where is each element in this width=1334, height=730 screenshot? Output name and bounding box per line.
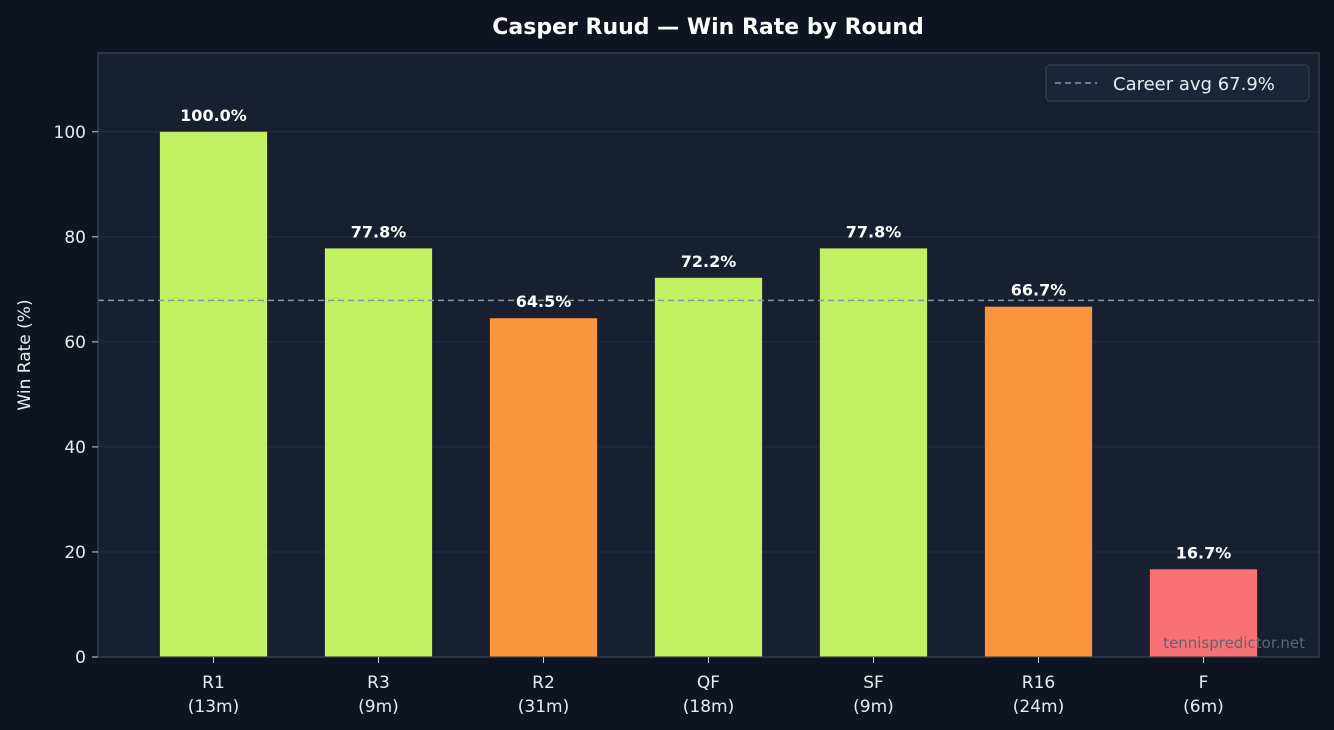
y-tick-label: 0 (75, 648, 86, 668)
x-tick-sublabel: (6m) (1183, 697, 1224, 717)
x-tick-label: SF (863, 673, 884, 693)
y-axis-ticks: 0 20 40 60 80 100 (54, 123, 98, 668)
bar-value-label: 64.5% (516, 292, 572, 311)
x-tick-label: R16 (1022, 673, 1055, 693)
y-tick-label: 60 (64, 333, 86, 353)
x-tick-label: R2 (532, 673, 555, 693)
bar (819, 248, 928, 658)
bars (159, 131, 1258, 658)
bar-value-label: 77.8% (846, 222, 902, 241)
legend: Career avg 67.9% (1045, 64, 1310, 102)
x-tick-label: QF (697, 673, 720, 693)
x-tick-sublabel: (24m) (1013, 697, 1064, 717)
chart-title: Casper Ruud — Win Rate by Round (492, 15, 923, 40)
y-axis-label: Win Rate (%) (15, 299, 35, 410)
legend-box (1045, 64, 1310, 102)
x-tick-label: R3 (367, 673, 390, 693)
bar-value-label: 100.0% (180, 106, 247, 125)
x-tick-label: R1 (202, 673, 225, 693)
bar (324, 248, 433, 658)
x-tick-label: F (1199, 673, 1209, 693)
watermark: tennispredictor.net (1163, 634, 1305, 652)
bar (489, 318, 598, 657)
y-tick-label: 20 (64, 543, 86, 563)
y-tick-label: 80 (64, 228, 86, 248)
bar-value-label: 16.7% (1176, 543, 1232, 562)
legend-label: Career avg 67.9% (1113, 74, 1275, 95)
y-tick-label: 100 (54, 123, 86, 143)
x-tick-sublabel: (9m) (853, 697, 894, 717)
data-labels: 100.0% 77.8% 64.5% 72.2% 77.8% 66.7% 16.7% (180, 106, 1231, 563)
x-axis-ticks: R1 (13m) R3 (9m) R2 (31m) QF (18m) SF (9m) R16 (24m… (188, 657, 1224, 717)
x-tick-sublabel: (18m) (683, 697, 734, 717)
bar (984, 306, 1093, 657)
bar-value-label: 72.2% (681, 252, 737, 271)
x-tick-sublabel: (31m) (518, 697, 569, 717)
bar-value-label: 66.7% (1011, 281, 1067, 300)
bar (1149, 569, 1258, 657)
bar (159, 131, 268, 658)
x-tick-sublabel: (9m) (358, 697, 399, 717)
bar-value-label: 77.8% (351, 222, 407, 241)
x-tick-sublabel: (13m) (188, 697, 239, 717)
y-tick-label: 40 (64, 438, 86, 458)
bar (654, 277, 763, 657)
